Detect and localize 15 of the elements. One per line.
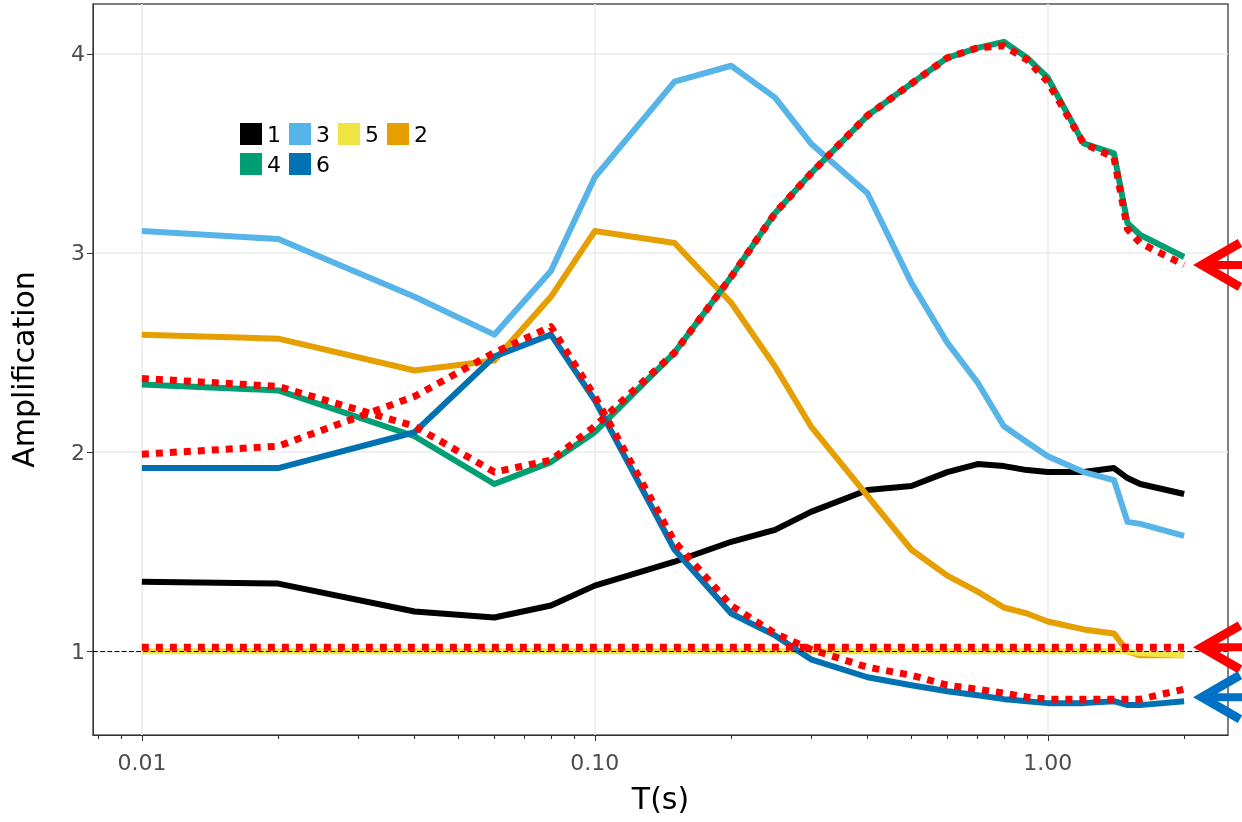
y-tick-label: 2 [71, 439, 85, 465]
x-tick-label: 0.10 [570, 749, 620, 775]
legend-label: 4 [267, 151, 281, 177]
legend-label: 5 [364, 121, 379, 147]
y-axis-title: Amplification [5, 271, 41, 468]
legend-label: 6 [316, 151, 330, 177]
legend-label: 1 [267, 121, 281, 147]
x-tick-label: 0.01 [117, 749, 167, 775]
y-tick-label: 1 [71, 638, 85, 664]
x-tick-label: 1.00 [1023, 749, 1073, 775]
legend-label: 2 [413, 121, 428, 147]
y-tick-label: 4 [71, 41, 85, 67]
y-tick-label: 3 [71, 240, 85, 266]
x-axis-title: T(s) [630, 780, 690, 816]
legend-label: 3 [316, 121, 330, 147]
